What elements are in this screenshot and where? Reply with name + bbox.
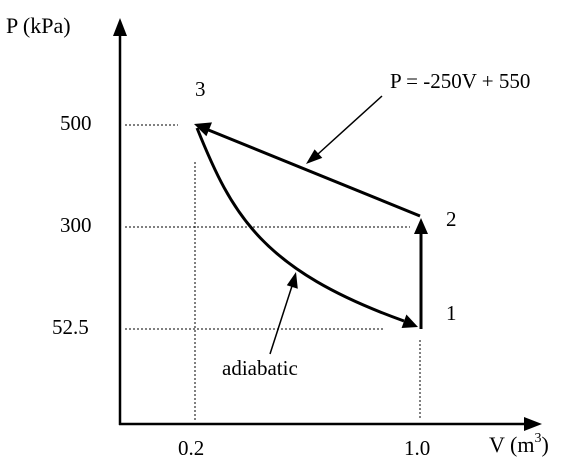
process-3-1-arrowhead [401,314,418,328]
x-axis-arrow [524,417,542,431]
x-axis-label: V (m3) [489,431,549,457]
point-3-label: 3 [195,77,206,101]
line-equation-label: P = -250V + 550 [390,69,530,93]
y-axis-arrow [113,18,127,36]
process-1-2-arrowhead [414,218,428,234]
line-equation-pointer [317,95,383,155]
x-axis-label-close: ) [541,432,548,457]
x-axis-label-main: V (m [489,432,534,457]
y-axis-label: P (kPa) [6,13,71,38]
y-tick-label: 52.5 [52,315,89,339]
adiabatic-pointer [269,285,293,355]
x-axis-label-exp: 3 [534,431,541,446]
point-2-label: 2 [446,207,457,231]
y-tick-label: 500 [60,111,92,135]
line-equation-pointer-head [306,149,323,164]
process-3-1-curve [195,127,405,323]
adiabatic-label: adiabatic [222,356,298,380]
point-1-label: 1 [446,301,457,325]
process-2-3-line [205,127,421,218]
y-tick-label: 300 [60,213,92,237]
x-tick-label: 1.0 [404,436,430,460]
x-tick-label: 0.2 [178,436,204,460]
adiabatic-pointer-head [286,272,298,289]
process-2-3-arrowhead [194,122,212,137]
